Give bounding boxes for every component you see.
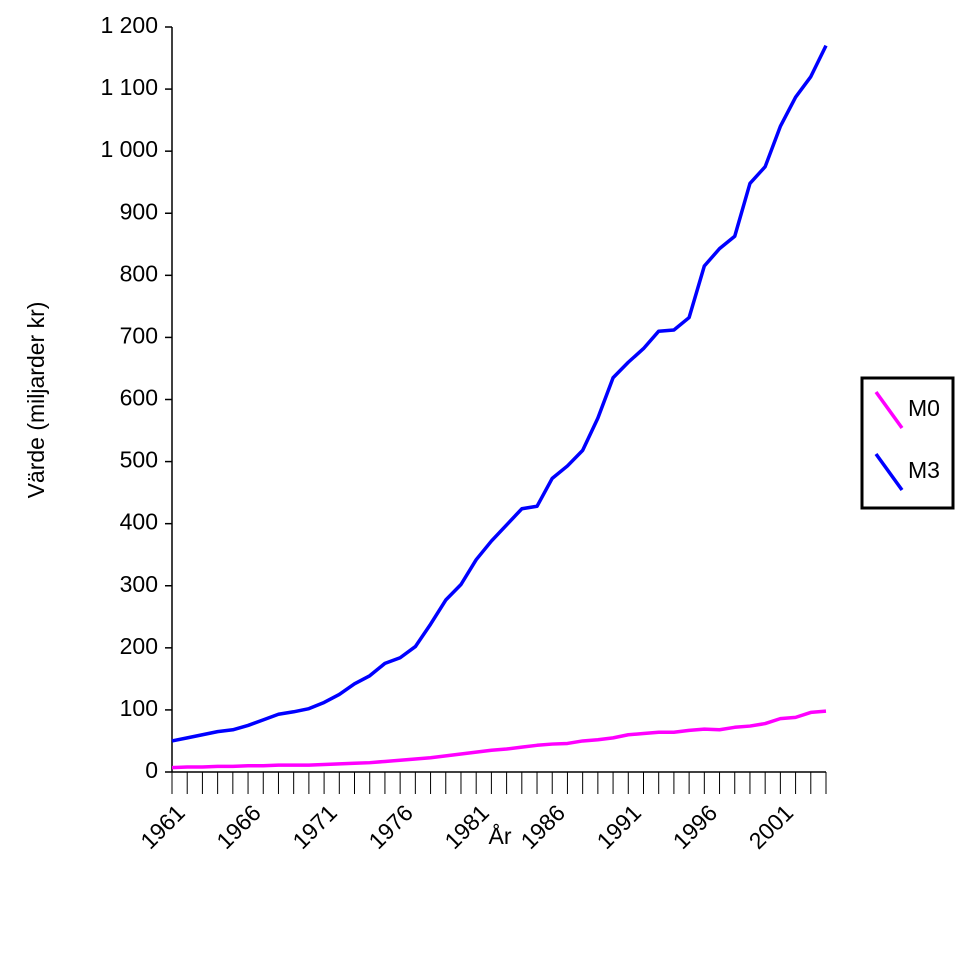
x-tick-label: 1996 bbox=[668, 799, 723, 854]
x-tick-label: 1986 bbox=[515, 799, 570, 854]
y-tick-label: 1 000 bbox=[100, 136, 158, 162]
x-tick-label: 1961 bbox=[135, 799, 190, 854]
legend-box bbox=[860, 376, 955, 510]
x-tick-label: 1981 bbox=[439, 799, 494, 854]
y-tick-label: 800 bbox=[120, 260, 158, 286]
legend-label: M3 bbox=[908, 457, 940, 483]
x-tick-label: 1976 bbox=[363, 799, 418, 854]
y-tick-label: 300 bbox=[120, 571, 158, 597]
y-tick-label: 700 bbox=[120, 322, 158, 348]
x-axis-title: År bbox=[489, 822, 512, 849]
y-tick-label: 900 bbox=[120, 198, 158, 224]
y-tick-label: 200 bbox=[120, 633, 158, 659]
legend-swatch bbox=[874, 390, 904, 430]
x-tick-label: 1991 bbox=[592, 799, 647, 854]
y-tick-label: 1 200 bbox=[100, 12, 158, 38]
series-line bbox=[171, 44, 828, 743]
y-tick-label: 0 bbox=[145, 757, 158, 783]
y-axis-title: Värde (miljarder kr) bbox=[23, 302, 49, 499]
y-tick-label: 400 bbox=[120, 509, 158, 535]
legend-label: M0 bbox=[908, 395, 940, 421]
legend-swatch bbox=[874, 452, 904, 492]
series-line bbox=[171, 709, 827, 770]
y-tick-label: 600 bbox=[120, 385, 158, 411]
y-tick-label: 1 100 bbox=[100, 74, 158, 100]
y-tick-label: 500 bbox=[120, 447, 158, 473]
x-tick-label: 2001 bbox=[744, 799, 799, 854]
x-tick-label: 1971 bbox=[287, 799, 342, 854]
x-tick-label: 1966 bbox=[211, 799, 266, 854]
y-tick-label: 100 bbox=[120, 695, 158, 721]
